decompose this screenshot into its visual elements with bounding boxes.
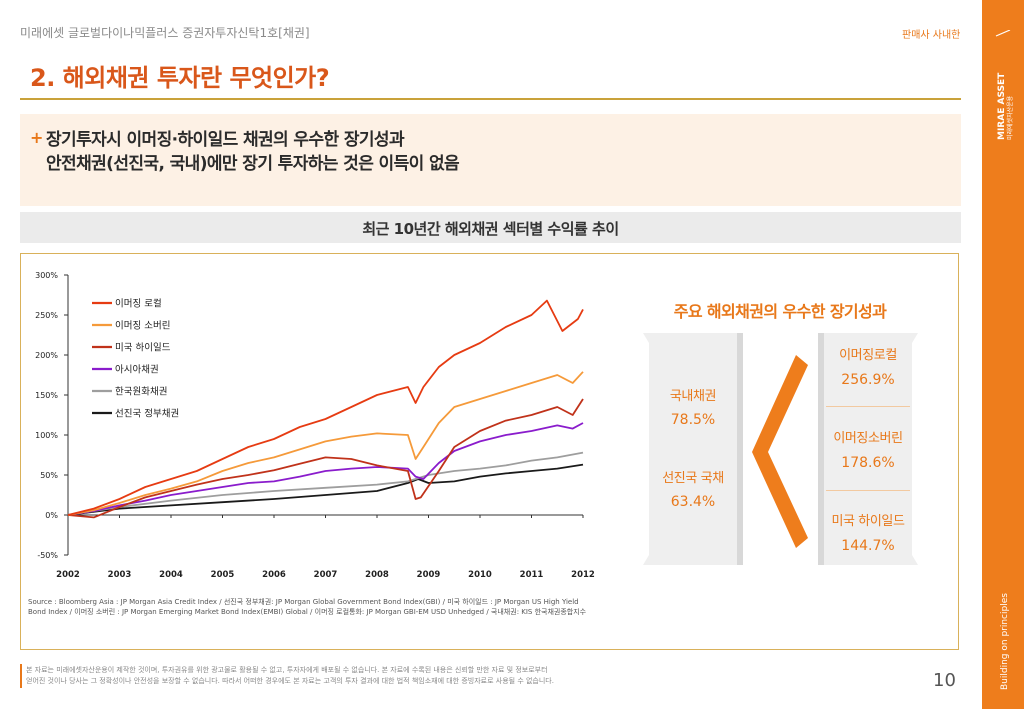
mirae-asset-logo: MIRAE ASSET 미래에셋자산운용 (995, 30, 1014, 140)
legend-label: 선진국 정부채권 (115, 408, 179, 420)
x-tick-label: 2005 (211, 570, 235, 580)
series-line (67, 371, 584, 516)
summary-separator (826, 406, 910, 407)
y-tick-label: -50% (37, 551, 58, 560)
em-local-label: 이머징로컬 (839, 348, 897, 363)
chevron-left-icon (752, 355, 808, 548)
y-tick-label: 0% (45, 511, 58, 520)
page-number: 10 (933, 670, 956, 691)
x-tick-label: 2012 (571, 570, 595, 580)
y-tick-label: 200% (35, 351, 58, 360)
legend-label: 이머징 소버린 (115, 321, 170, 332)
disclaimer-line1: 본 자료는 미래에셋자산운용이 제작한 것이며, 투자권유를 위한 광고물로 활… (26, 666, 548, 674)
x-tick-label: 2006 (262, 570, 286, 580)
logo-swoosh-icon (995, 30, 1011, 37)
series-line (67, 463, 584, 516)
key-message-line1: 장기투자시 이머징·하이일드 채권의 우수한 장기성과 (46, 130, 405, 150)
x-tick-label: 2004 (159, 570, 183, 580)
x-tick-label: 2010 (468, 570, 492, 580)
plus-icon: + (30, 128, 44, 147)
sales-note: 판매사 사내한 (902, 30, 961, 41)
title-divider (20, 98, 961, 100)
chart-frame (20, 253, 959, 650)
us-high-yield-value: 144.7% (841, 538, 895, 554)
series-line (67, 299, 584, 516)
em-sovereign-value: 178.6% (841, 455, 895, 471)
domestic-bond-label: 국내채권 (669, 389, 717, 404)
y-tick-label: 300% (35, 271, 58, 280)
em-sovereign-label: 이머징소버린 (833, 431, 903, 446)
us-high-yield-label: 미국 하이일드 (831, 514, 905, 529)
logo-line2: 미래에셋자산운용 (1006, 95, 1014, 140)
returns-line-chart: 300% 250% 200% 150% 100% 50% 0% -50% 2002 2003 200… (35, 271, 595, 580)
chart-source-note: Source : Bloomberg Asia : JP Morgan Asia… (28, 598, 587, 616)
safe-bonds-panel (643, 333, 743, 565)
x-tick-label: 2007 (314, 570, 338, 580)
x-tick-label: 2008 (365, 570, 389, 580)
key-message-box (20, 114, 961, 206)
footer-accent-bar (20, 664, 22, 688)
key-message-line2: 안전채권(선진국, 국내)에만 장기 투자하는 것은 이득이 없음 (46, 154, 460, 174)
disclaimer-line2: 얻어진 것이나 당사는 그 정확성이나 안전성을 보장할 수 없습니다. 따라서… (26, 677, 554, 685)
y-tick-label: 250% (35, 311, 58, 320)
developed-govt-label: 선진국 국채 (662, 471, 724, 486)
developed-govt-value: 63.4% (670, 494, 716, 510)
y-tick-label: 150% (35, 391, 58, 400)
disclaimer: 본 자료는 미래에셋자산운용이 제작한 것이며, 투자권유를 위한 광고물로 활… (26, 665, 726, 687)
section-title: 최근 10년간 해외채권 섹터별 수익률 추이 (362, 220, 619, 238)
series-line (67, 422, 584, 516)
y-tick-label: 100% (35, 431, 58, 440)
high-return-bonds-panel (818, 333, 918, 565)
legend-label: 한국원화채권 (115, 386, 167, 398)
legend-label: 미국 하이일드 (115, 342, 171, 354)
summary-separator (826, 490, 910, 491)
series-line (67, 451, 584, 516)
fund-name: 미래에셋 글로벌다이나믹플러스 증권자투자신탁1호[채권] (20, 26, 310, 40)
em-local-value: 256.9% (841, 372, 895, 388)
page-title: 2. 해외채권 투자란 무엇인가? (30, 64, 330, 92)
legend-label: 이머징 로컬 (115, 298, 162, 310)
section-header-bar (20, 212, 961, 243)
x-tick-label: 2011 (520, 570, 544, 580)
legend-label: 아시아채권 (115, 364, 159, 376)
summary-title: 주요 해외채권의 우수한 장기성과 (673, 302, 887, 321)
x-tick-label: 2003 (108, 570, 132, 580)
tagline-text: Building on principles (1000, 593, 1010, 690)
x-tick-label: 2009 (417, 570, 441, 580)
brand-tagline: Building on principles (1000, 593, 1010, 690)
x-tick-label: 2002 (56, 570, 80, 580)
logo-line1: MIRAE ASSET (997, 72, 1007, 140)
y-tick-label: 50% (40, 471, 58, 480)
domestic-bond-value: 78.5% (670, 412, 716, 428)
series-line (67, 398, 584, 519)
brand-sidebar (982, 0, 1024, 709)
